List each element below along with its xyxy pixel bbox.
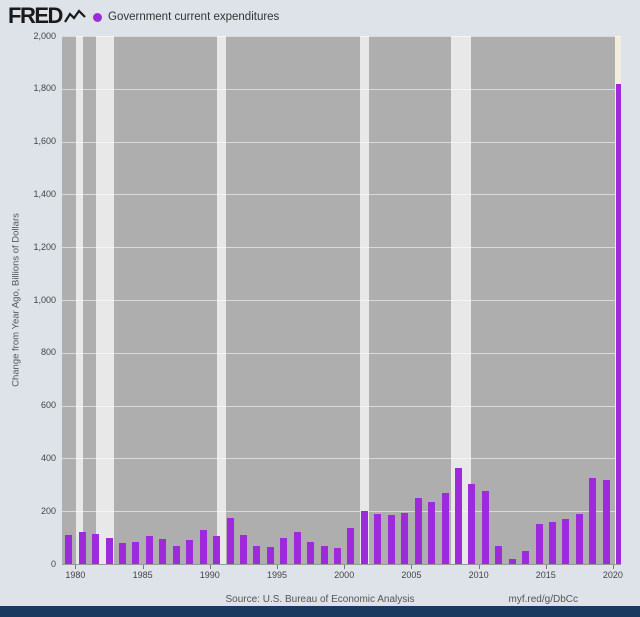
y-tick-label: 1,200 bbox=[33, 241, 56, 252]
y-tick-label: 200 bbox=[40, 505, 56, 516]
gridline bbox=[62, 36, 621, 37]
gridline bbox=[62, 458, 621, 460]
gridline bbox=[62, 194, 621, 196]
x-tick-mark bbox=[612, 565, 614, 569]
bar-1984[interactable] bbox=[132, 541, 140, 564]
bar-2010[interactable] bbox=[481, 491, 489, 564]
bar-2002[interactable] bbox=[374, 513, 382, 564]
bar-1982[interactable] bbox=[105, 537, 113, 564]
bar-1993[interactable] bbox=[253, 545, 261, 564]
bar-1985[interactable] bbox=[145, 536, 153, 564]
bar-2006[interactable] bbox=[428, 502, 435, 564]
bar-1999[interactable] bbox=[334, 548, 341, 564]
bar-2019[interactable] bbox=[602, 479, 610, 564]
x-tick-mark bbox=[142, 565, 144, 569]
y-tick-label: 1,400 bbox=[33, 188, 56, 199]
bar-1992[interactable] bbox=[239, 535, 247, 564]
bar-1980[interactable] bbox=[78, 532, 86, 564]
x-tick-mark bbox=[277, 565, 278, 569]
bar-1983[interactable] bbox=[119, 542, 126, 564]
bar-2007[interactable] bbox=[441, 492, 449, 564]
bar-1986[interactable] bbox=[159, 538, 167, 564]
bottom-bar bbox=[0, 606, 640, 617]
y-tick-label: 2,000 bbox=[33, 30, 56, 41]
bar-2008[interactable] bbox=[454, 467, 462, 564]
bar-2003[interactable] bbox=[387, 515, 395, 564]
y-tick-label: 800 bbox=[40, 347, 56, 358]
bar-1994[interactable] bbox=[266, 546, 274, 564]
series-legend-label: Government current expenditures bbox=[108, 11, 280, 23]
x-tick-label: 2005 bbox=[401, 570, 422, 580]
bar-1998[interactable] bbox=[320, 545, 328, 564]
bar-2018[interactable] bbox=[589, 478, 597, 564]
plot-area[interactable] bbox=[62, 36, 621, 565]
short-link[interactable]: myf.red/g/DbCc bbox=[508, 594, 578, 605]
bar-1988[interactable] bbox=[186, 540, 194, 564]
gridline bbox=[62, 511, 621, 513]
gridline bbox=[62, 405, 621, 407]
x-tick-label: 1985 bbox=[132, 570, 153, 580]
bar-2013[interactable] bbox=[522, 550, 530, 564]
gridline bbox=[62, 141, 621, 143]
x-tick-mark bbox=[75, 565, 77, 569]
series-legend: Government current expenditures bbox=[93, 11, 279, 23]
bar-2017[interactable] bbox=[575, 513, 583, 564]
bar-1990[interactable] bbox=[213, 536, 220, 564]
x-tick-label: 1990 bbox=[199, 570, 220, 580]
bar-2005[interactable] bbox=[414, 498, 422, 564]
bar-1997[interactable] bbox=[307, 541, 315, 564]
bar-2011[interactable] bbox=[495, 545, 503, 564]
x-tick-mark bbox=[344, 565, 346, 569]
y-tick-label: 600 bbox=[40, 400, 56, 411]
gridline bbox=[62, 88, 621, 90]
bar-1981[interactable] bbox=[92, 533, 100, 564]
bar-2016[interactable] bbox=[562, 519, 570, 564]
bar-2012[interactable] bbox=[508, 558, 516, 564]
bar-1979[interactable] bbox=[65, 535, 73, 564]
x-tick-mark bbox=[411, 565, 413, 569]
bar-2000[interactable] bbox=[347, 528, 355, 564]
x-tick-label: 1980 bbox=[65, 570, 86, 580]
bar-1991[interactable] bbox=[226, 517, 234, 564]
bar-1996[interactable] bbox=[293, 532, 301, 564]
x-tick-label: 2000 bbox=[334, 570, 355, 580]
gridline bbox=[62, 300, 621, 301]
x-tick-label: 1995 bbox=[266, 570, 288, 580]
bar-2004[interactable] bbox=[401, 512, 409, 564]
line-chart-icon bbox=[63, 9, 86, 23]
source-text: Source: U.S. Bureau of Economic Analysis bbox=[225, 594, 415, 605]
y-tick-label: 1,600 bbox=[33, 136, 56, 147]
y-tick-label: 1,800 bbox=[33, 83, 56, 94]
bar-1995[interactable] bbox=[280, 537, 288, 564]
bar-2001[interactable] bbox=[360, 511, 368, 564]
fred-logo[interactable]: FRED bbox=[8, 5, 86, 27]
bar-2020[interactable] bbox=[616, 83, 621, 564]
bar-2009[interactable] bbox=[468, 483, 476, 564]
gridline bbox=[62, 247, 621, 249]
bar-2015[interactable] bbox=[549, 521, 556, 564]
x-tick-mark bbox=[545, 565, 547, 569]
y-tick-label: 400 bbox=[40, 452, 56, 463]
gridline bbox=[62, 352, 621, 354]
series-marker-icon bbox=[93, 12, 102, 22]
x-tick-mark bbox=[209, 565, 211, 569]
x-tick-mark bbox=[478, 565, 480, 569]
bar-1987[interactable] bbox=[172, 545, 180, 564]
y-tick-label: 1,000 bbox=[33, 294, 56, 305]
x-tick-label: 2010 bbox=[468, 570, 489, 580]
bar-1989[interactable] bbox=[199, 529, 207, 564]
fred-logo-text: FRED bbox=[8, 3, 63, 28]
x-tick-label: 2020 bbox=[602, 570, 623, 580]
y-tick-label: 0 bbox=[50, 558, 56, 569]
bar-2014[interactable] bbox=[535, 524, 543, 564]
x-tick-label: 2015 bbox=[535, 570, 556, 580]
